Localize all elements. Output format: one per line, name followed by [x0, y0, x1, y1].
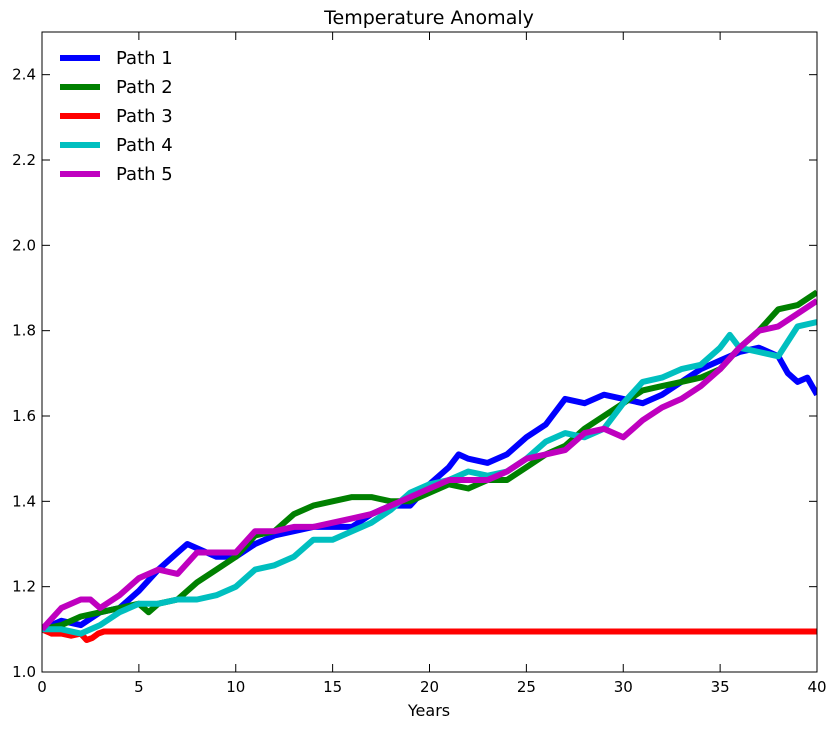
x-tick-label: 25: [517, 678, 536, 696]
legend-label-1: Path 1: [116, 48, 173, 69]
plot-frame: [41, 31, 818, 673]
x-tick-label: 15: [323, 678, 342, 696]
series-line-5: [42, 298, 817, 632]
y-tick-label: 1.8: [12, 322, 36, 340]
legend-label-2: Path 2: [116, 77, 173, 98]
series-line-1: [42, 344, 817, 633]
y-tick-label: 1.4: [12, 492, 36, 510]
x-axis-ticks: 0 5 10 15 20 25 30 35 40: [37, 32, 827, 696]
series-line-2: [42, 289, 817, 633]
x-tick-label: 35: [711, 678, 730, 696]
y-axis-ticks: 1.0 1.2 1.4 1.6 1.8 2.0 2.2 2.4: [12, 66, 817, 681]
x-axis-label: Years: [407, 701, 450, 720]
y-tick-label: 2.4: [12, 66, 36, 84]
legend-label-5: Path 5: [116, 164, 173, 185]
legend-label-4: Path 4: [116, 135, 173, 156]
x-tick-label: 20: [420, 678, 439, 696]
legend-label-3: Path 3: [116, 106, 173, 127]
series-layer: [42, 289, 817, 643]
y-tick-label: 1.0: [12, 663, 36, 681]
series-line-3: [42, 626, 817, 643]
legend: Path 1 Path 2 Path 3 Path 4 Path 5: [60, 48, 173, 185]
x-tick-label: 0: [37, 678, 47, 696]
chart-title: Temperature Anomaly: [323, 7, 534, 29]
x-tick-label: 10: [226, 678, 245, 696]
y-tick-label: 2.2: [12, 151, 36, 169]
y-tick-label: 1.2: [12, 578, 36, 596]
x-tick-label: 5: [134, 678, 144, 696]
y-tick-label: 2.0: [12, 236, 36, 254]
x-tick-label: 30: [614, 678, 633, 696]
x-tick-label: 40: [807, 678, 826, 696]
y-tick-label: 1.6: [12, 407, 36, 425]
